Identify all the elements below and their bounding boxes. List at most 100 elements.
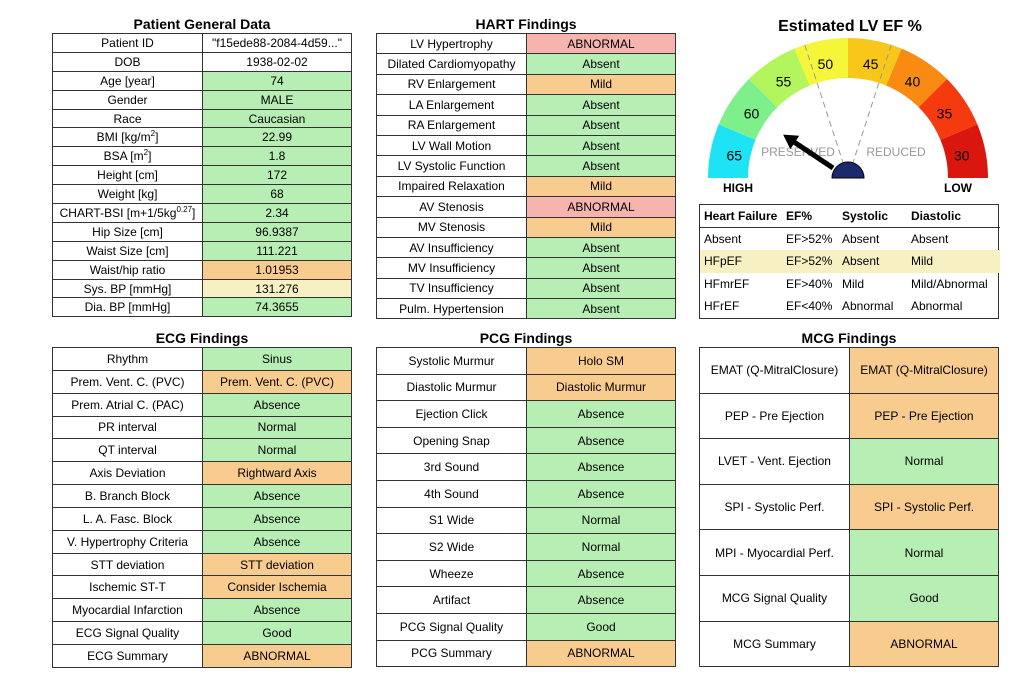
mcg-row-value: PEP - Pre Ejection [849,392,999,440]
patient-row-value: 1.8 [202,146,352,167]
gauge-reduced-label: REDUCED [866,145,926,159]
ecg-label-text: Axis Deviation [89,466,166,481]
ecg-row: Prem. Atrial C. (PAC) Absence [52,392,352,417]
mcg-row: MCG Summary ABNORMAL [699,620,999,668]
pcg-row-value: Absence [526,479,676,508]
patient-row-value: 131.276 [202,278,352,299]
ecg-row-label: Prem. Atrial C. (PAC) [52,392,203,417]
hart-label-text: LV Hypertrophy [410,36,493,51]
hart-row: Pulm. Hypertension Absent [376,298,676,320]
ecg-row-label: Axis Deviation [52,461,203,486]
mcg-label-text: SPI - Systolic Perf. [724,500,825,515]
ecg-label-text: STT deviation [90,557,165,572]
pcg-row-label: S2 Wide [376,533,527,561]
hart-label-text: TV Insufficiency [409,281,494,296]
pcg-row-label: Opening Snap [376,426,527,455]
hart-row-value: Absent [526,298,676,320]
mcg-findings-panel: MCG Findings EMAT (Q-MitralClosure) EMAT … [699,329,999,668]
heart-failure-legend-row: HFpEF EF>52% Absent Mild [700,250,1000,273]
hart-label-text: LV Systolic Function [397,159,506,174]
patient-label-text: Patient ID [101,35,154,50]
ecg-row-value: Rightward Axis [202,461,352,486]
patient-row-value: 74.3655 [202,297,352,318]
pcg-label-text: 4th Sound [424,486,479,501]
patient-row: Height [cm] 172 [52,165,352,186]
mcg-row-label: LVET - Vent. Ejection [699,438,850,485]
gauge-high-label: HIGH [723,181,753,195]
hart-row-value: Absent [526,236,676,259]
hart-row-label: RV Enlargement [376,73,527,96]
hart-row-value: Absent [526,53,676,75]
mcg-row-label: SPI - Systolic Perf. [699,483,850,531]
mcg-row: EMAT (Q-MitralClosure) EMAT (Q-MitralClos… [699,347,999,394]
gauge-preserved-divider [804,44,846,169]
ecg-row-value: STT deviation [202,552,352,577]
gauge-needle [788,137,835,171]
mcg-row: SPI - Systolic Perf. SPI - Systolic Perf. [699,483,999,531]
gauge-tick-label: 45 [863,56,879,72]
pcg-row: PCG Summary ABNORMAL [376,639,676,668]
hart-row-label: Dilated Cardiomyopathy [376,53,527,75]
pcg-row: Ejection Click Absence [376,400,676,428]
patient-row-label: Dia. BP [mmHg] [52,297,203,318]
heart-failure-legend-table: Heart Failure EF% Systolic Diastolic Abs… [700,205,1000,318]
patient-label-text: Age [year] [100,73,155,88]
mcg-row-value: Good [849,574,999,622]
hf-header-ef: EF% [782,205,838,228]
pcg-row-value: Holo SM [526,347,676,375]
patient-label-text: DOB [114,54,141,69]
pcg-row-value: Absence [526,453,676,481]
pcg-label-text: Opening Snap [413,433,490,448]
hart-row-value: Mild [526,216,676,238]
patient-row-value: MALE [202,89,352,110]
ecg-row-label: B. Branch Block [52,484,203,508]
pcg-row: S1 Wide Normal [376,506,676,535]
ecg-label-text: Myocardial Infarction [72,603,183,618]
pcg-row: Diastolic Murmur Diastolic Murmur [376,373,676,402]
gauge-low-label: LOW [944,181,973,195]
hart-label-text: AV Insufficiency [409,240,494,255]
ecg-row: Myocardial Infarction Absence [52,598,352,623]
pcg-row-label: PCG Signal Quality [376,612,527,641]
patient-label-text: Weight [kg] [97,187,158,202]
hart-row: LV Hypertrophy ABNORMAL [376,32,676,55]
mcg-label-text: LVET - Vent. Ejection [718,454,831,469]
gauge-reduced-divider [850,44,892,169]
heart-failure-legend: Heart Failure EF% Systolic Diastolic Abs… [699,204,1000,319]
patient-row: BMI [kg/m2] 22.99 [52,127,352,148]
pcg-row: PCG Signal Quality Good [376,612,676,641]
patient-label-text: Race [113,111,142,126]
patient-row-value: 172 [202,165,352,186]
patient-row-label: DOB [52,51,203,72]
lv-ef-gauge-panel: Estimated LV EF % 65 60 55 50 45 40 35 30 PRESER… [700,14,1000,204]
heart-failure-legend-cell: Absent [704,232,742,246]
patient-row: Waist Size [cm] 111.221 [52,240,352,261]
ecg-findings-title: ECG Findings [155,330,249,346]
pcg-row-label: Wheeze [376,559,527,588]
patient-row-label: CHART-BSI [m+1/5kg0.27] [52,203,203,223]
ecg-row-label: ECG Signal Quality [52,621,203,645]
hart-row-label: LA Enlargement [376,94,527,116]
hart-row-value: Mild [526,175,676,198]
mcg-label-text: MCG Signal Quality [721,591,828,606]
patient-row-label: Waist/hip ratio [52,259,203,280]
patient-row: Sys. BP [mmHg] 131.276 [52,278,352,299]
mcg-label-text: MPI - Myocardial Perf. [715,545,834,560]
gauge-segment-65 [708,124,756,178]
ecg-row-value: Absence [202,484,352,508]
pcg-row-label: Systolic Murmur [376,347,527,375]
pcg-label-text: Diastolic Murmur [406,380,497,395]
hart-row-label: Impaired Relaxation [376,175,527,198]
gauge-needle-arrowhead [783,134,800,150]
hart-row-value: Absent [526,114,676,136]
pcg-row-value: Absence [526,400,676,428]
hart-row: Impaired Relaxation Mild [376,175,676,198]
ecg-findings-table: Rhythm Sinus Prem. Vent. C. (PVC) Prem. Ven… [52,347,352,668]
pcg-label-text: S2 Wide [428,539,475,554]
patient-label-text: Hip Size [cm] [92,224,163,239]
hart-row: LA Enlargement Absent [376,94,676,116]
pcg-label-text: Systolic Murmur [408,353,495,368]
mcg-row-label: MPI - Myocardial Perf. [699,529,850,576]
patient-label-text: Height [cm] [97,168,158,183]
heart-failure-legend-cell: EF>52% [786,232,833,246]
